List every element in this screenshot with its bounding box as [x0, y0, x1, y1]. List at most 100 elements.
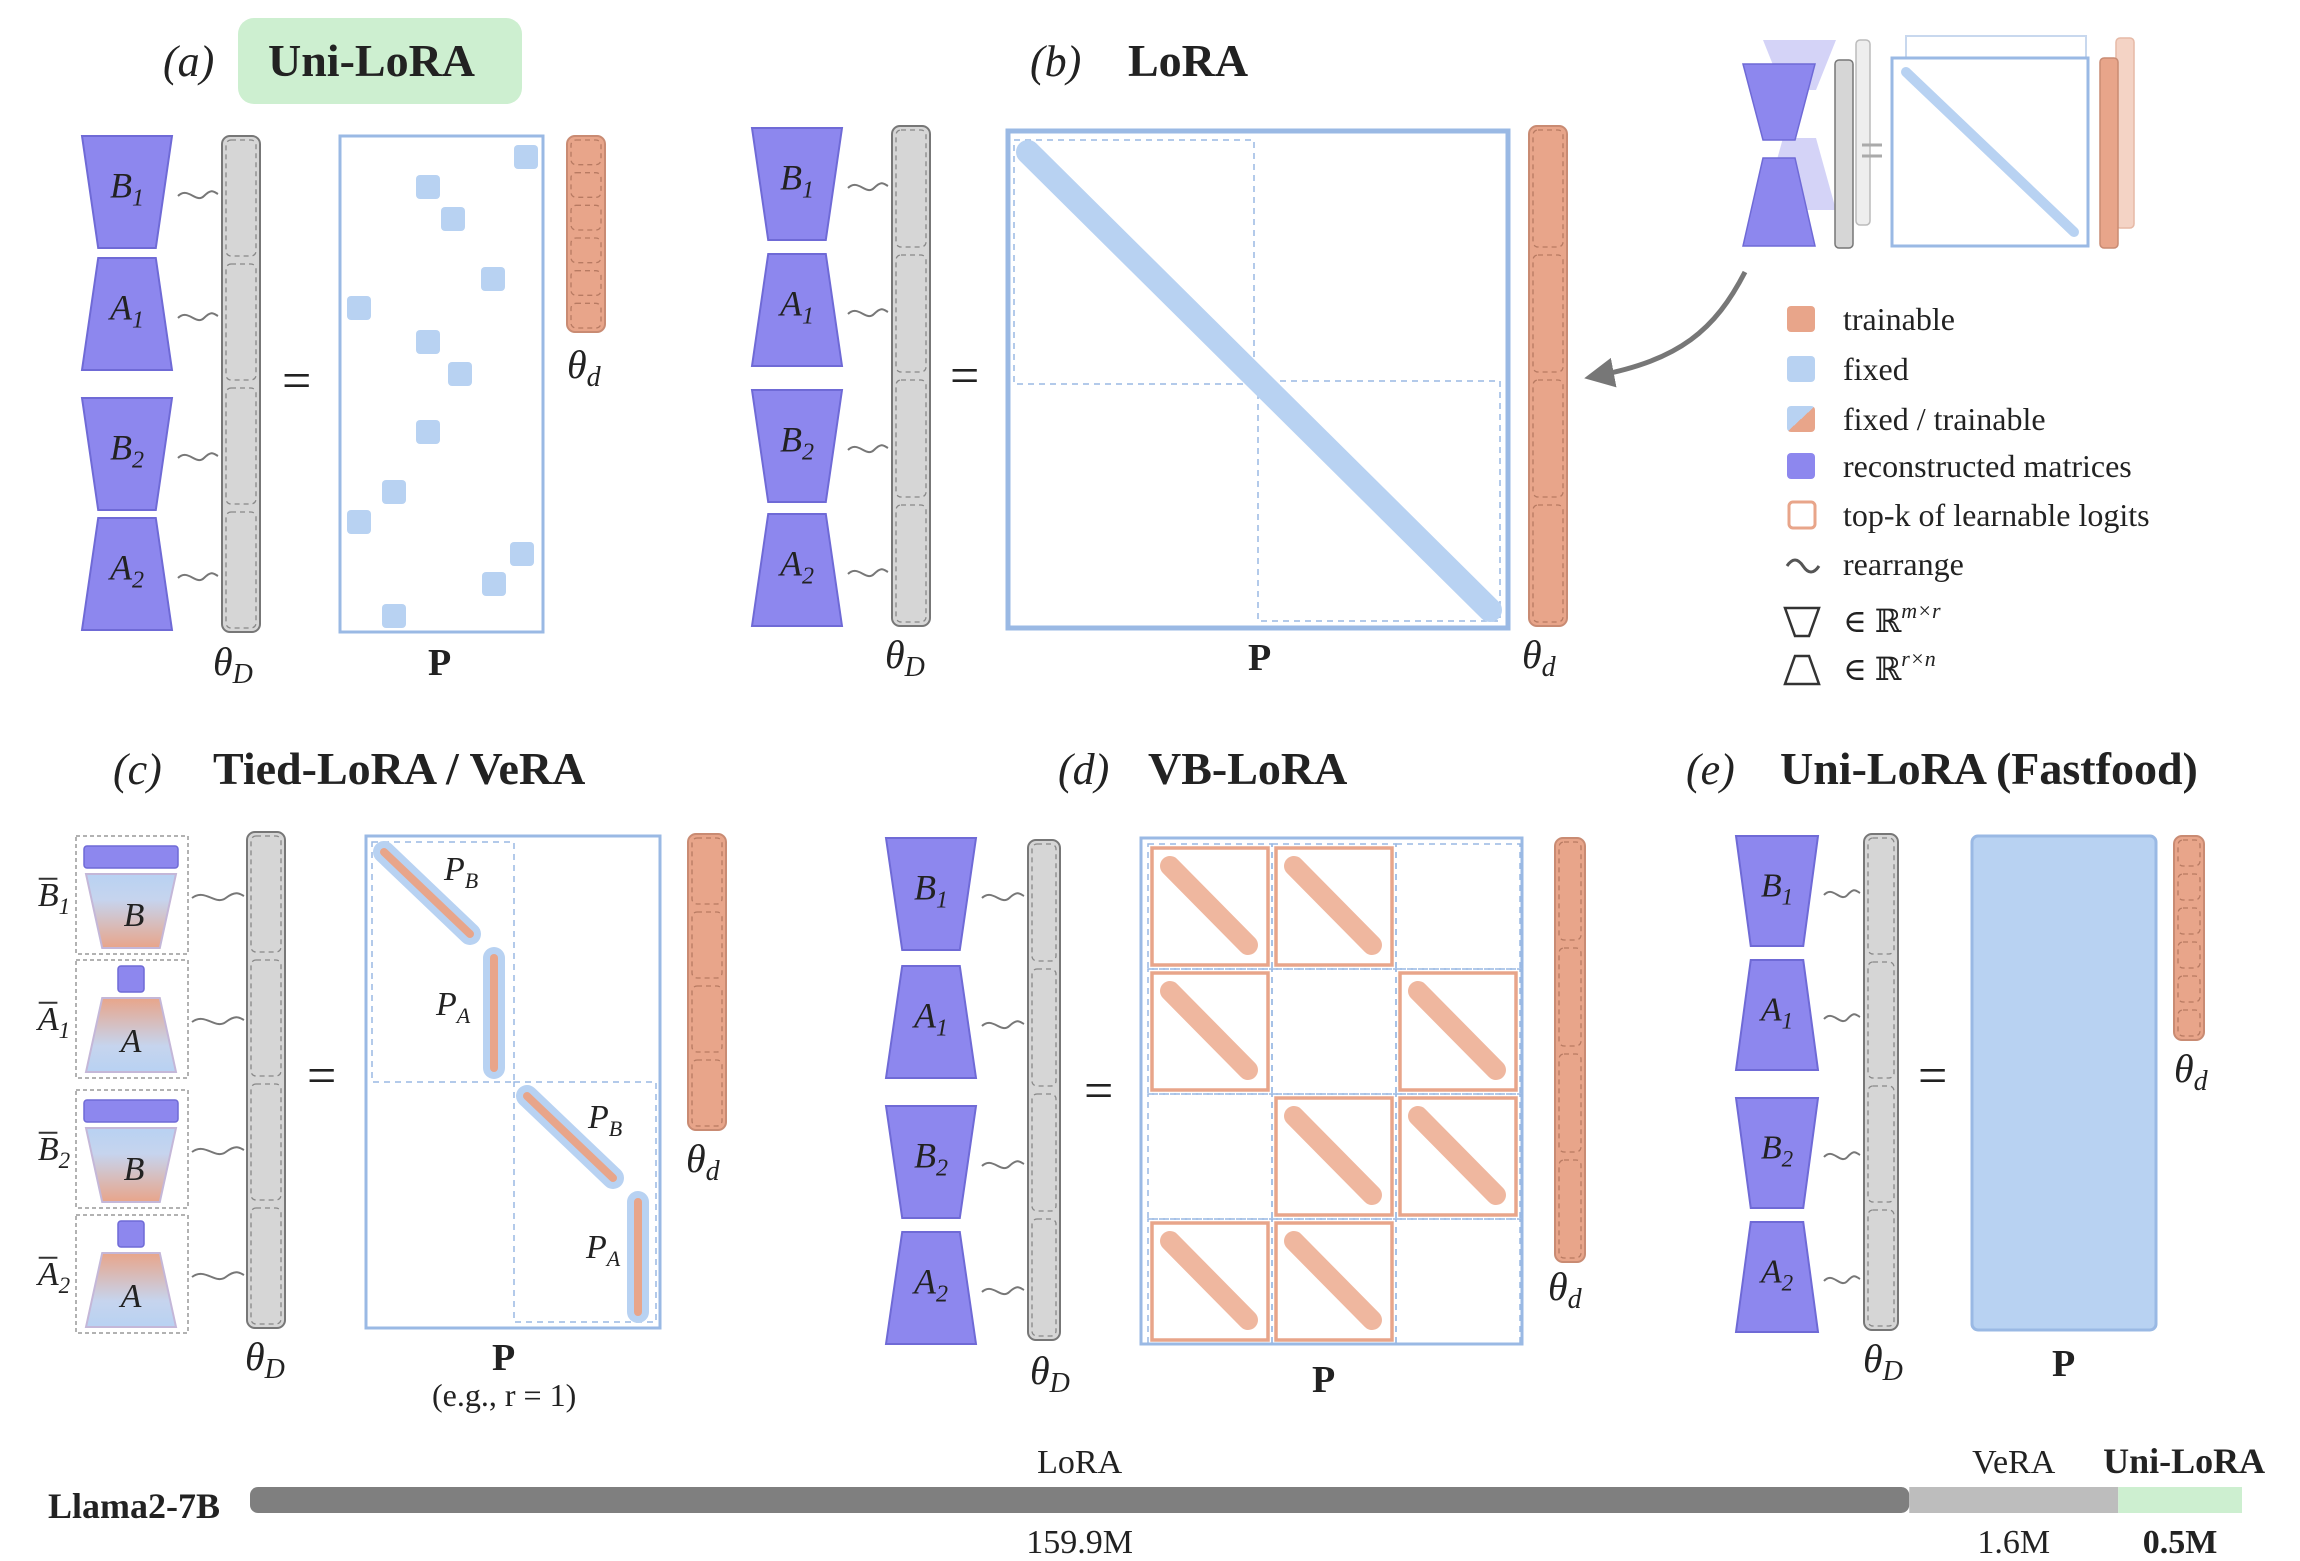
shared-B-matrix: [84, 1127, 178, 1203]
lora-A1-matrix: [1734, 959, 1820, 1071]
vector-segment: [1532, 254, 1564, 373]
matrix-label: B2: [780, 420, 814, 466]
lora-A2-matrix: [750, 513, 844, 627]
matrix-label: B1: [110, 166, 144, 212]
panel-d: (d) VB-LoRA B1 A1 B2 A2 θD = P θd: [884, 743, 1586, 1401]
lora-B1-matrix: [884, 837, 978, 951]
legend-rearrange: rearrange: [1843, 546, 1964, 582]
rearrange-tilde-icon: [847, 182, 889, 191]
matrix-label: A1: [778, 284, 814, 330]
theta-D-label: θD: [885, 632, 925, 683]
lora-A1-matrix: [884, 965, 978, 1079]
tied-note: (e.g., r = 1): [432, 1377, 576, 1413]
vector-segment: [250, 1083, 282, 1201]
panel-c-title: Tied-LoRA / VeRA: [213, 743, 585, 794]
rearrange-tilde-icon: [1823, 889, 1861, 898]
equals-sign: =: [307, 1048, 336, 1105]
vector-segment: [2177, 975, 2201, 1003]
lora-A2-matrix: [884, 1231, 978, 1345]
panel-e-label: (e): [1686, 745, 1735, 794]
vector-segment: [250, 959, 282, 1077]
panel-b-title: LoRA: [1128, 35, 1248, 86]
shared-A-label: A: [119, 1023, 142, 1060]
equals-sign: =: [1084, 1063, 1113, 1120]
topk-block: [1274, 1221, 1394, 1342]
bar-vera: [1909, 1487, 2119, 1513]
topk-block: [1150, 846, 1270, 967]
panel-a-label: (a): [163, 37, 214, 86]
theta-D-label: θD: [1030, 1348, 1070, 1399]
shared-B-label: B: [124, 1151, 145, 1188]
vector-segment: [570, 237, 602, 264]
lora-B1-matrix: [750, 127, 844, 241]
tied-block: [75, 1214, 189, 1334]
vector-segment: [1031, 1093, 1057, 1212]
tied-matrix-label: B2: [38, 1131, 70, 1173]
projection-matrix-P: [338, 134, 545, 634]
vector-segment: [1867, 1085, 1895, 1203]
vector-segment: [2177, 907, 2201, 935]
lora-thumbnail: [1742, 35, 2135, 249]
rearrange-tilde-icon: [191, 1016, 245, 1025]
tied-matrix-label: A2: [36, 1256, 70, 1298]
vector-segment: [1558, 1159, 1582, 1259]
vector-segment: [570, 270, 602, 296]
vector-segment: [691, 837, 723, 905]
theta-d-label: θd: [567, 342, 602, 393]
topk-block: [1150, 1221, 1270, 1342]
bar-category-label: LoRA: [1037, 1444, 1122, 1481]
matrix-label: B2: [110, 428, 144, 474]
down-trapezoid-icon: [1783, 606, 1821, 638]
PB-label: PB: [443, 851, 478, 893]
theta-d-label: θd: [1548, 1264, 1583, 1315]
projection-entry: [347, 296, 371, 320]
projection-entry: [482, 572, 506, 596]
tied-block: [75, 1089, 189, 1209]
grid-cell: [1271, 1093, 1397, 1220]
lora-A1-matrix: [80, 257, 174, 371]
matrix-label: A1: [912, 996, 948, 1042]
panel-d-label: (d): [1058, 745, 1109, 794]
vector-segment: [1031, 968, 1057, 1087]
legend-up-shape: ∈ ℝr×n: [1843, 646, 1936, 687]
theta-D-label: θD: [1863, 1336, 1903, 1387]
grid-cell: [1147, 1218, 1273, 1345]
projection-matrix-P: [1005, 128, 1511, 631]
vector-segment: [570, 204, 602, 231]
diagonal-band: [1016, 140, 1502, 622]
panel-c-label: (c): [113, 745, 162, 794]
topk-block: [1150, 971, 1270, 1092]
block-diagonal: [1160, 981, 1258, 1080]
block-diagonal: [1160, 856, 1258, 955]
lora-matrix-column-a: B1 A1 B2 A2: [80, 135, 219, 631]
vector-segment: [250, 1207, 282, 1325]
panel-b: (b) LoRA B1 A1 B2 A2 θD = P θd: [750, 35, 1568, 683]
rearrange-tilde-icon: [191, 892, 245, 901]
vector-segment: [250, 835, 282, 953]
legend-down-shape: ∈ ℝm×r: [1843, 598, 1941, 639]
rearrange-tilde-icon: [981, 1286, 1025, 1295]
block-diagonal: [1408, 981, 1506, 1080]
shared-A-label: A: [119, 1278, 142, 1315]
rearrange-tilde-icon: [191, 1146, 245, 1155]
tied-matrix-label: B1: [38, 877, 70, 919]
rearrange-tilde-icon: [177, 572, 219, 581]
matrix-label: B1: [1761, 868, 1793, 910]
vector-segment: [1031, 843, 1057, 962]
bar-value-label: 159.9M: [1026, 1524, 1133, 1561]
bar-value-label: 0.5M: [2143, 1524, 2218, 1561]
matrix-label: A1: [108, 288, 144, 334]
scaling-vector-d: [117, 965, 145, 993]
vector-segment: [2177, 873, 2201, 901]
projection-entry: [481, 267, 505, 291]
legend-swatch-reconstructed: [1787, 453, 1815, 479]
panel-a: (a) Uni-LoRA B1 A1 B2 A2 θD = P θd: [80, 18, 606, 690]
projection-entry: [382, 480, 406, 504]
block-diagonal: [1408, 1106, 1506, 1205]
legend-reconstructed: reconstructed matrices: [1843, 448, 2132, 484]
lora-matrix-column-d: B1 A1 B2 A2: [884, 837, 1025, 1345]
panel-e-title: Uni-LoRA (Fastfood): [1780, 743, 2198, 794]
legend-fixed: fixed: [1843, 351, 1909, 387]
lora-A1-matrix: [750, 253, 844, 367]
